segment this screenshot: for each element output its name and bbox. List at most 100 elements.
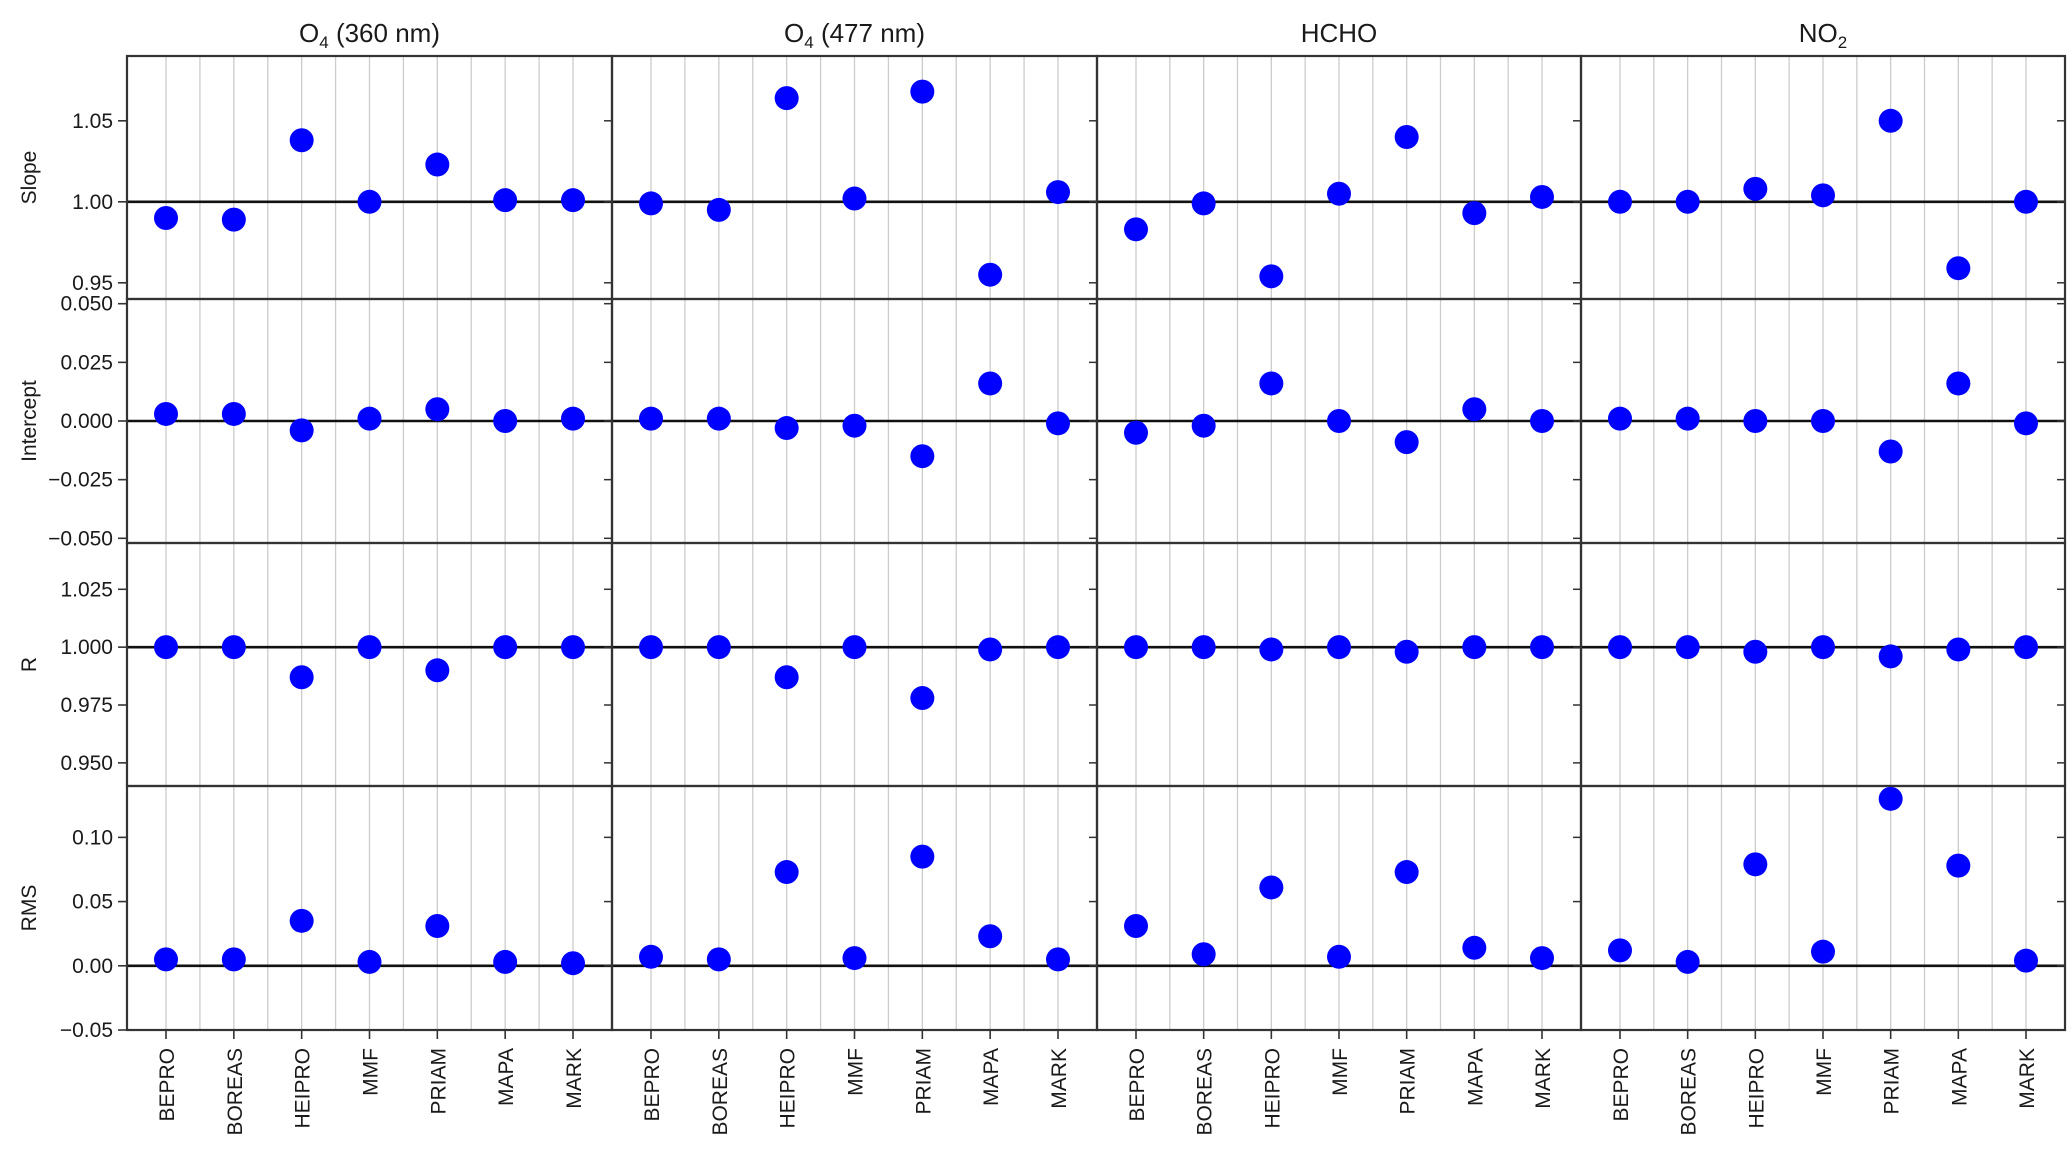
category-label-mark: MARK xyxy=(1048,1048,1071,1109)
category-label-boreas: BOREAS xyxy=(1678,1048,1701,1136)
category-label-bepro: BEPRO xyxy=(1610,1048,1633,1122)
data-point-intercept-heipro xyxy=(289,418,314,443)
category-label-mmf: MMF xyxy=(1329,1048,1352,1096)
y-tick-label: 0.950 xyxy=(60,752,113,775)
data-point-r-mmf xyxy=(357,635,382,660)
row-label-rms: RMS xyxy=(18,885,41,932)
data-point-intercept-bepro xyxy=(154,401,178,426)
y-tick-label: 0.975 xyxy=(60,694,113,717)
y-tick-label: −0.025 xyxy=(48,469,113,492)
data-point-rms-mark xyxy=(1530,946,1554,971)
y-tick-label: 1.025 xyxy=(60,578,113,601)
data-point-rms-heipro xyxy=(289,908,314,933)
category-label-boreas: BOREAS xyxy=(224,1048,247,1136)
data-point-r-boreas xyxy=(706,635,731,660)
data-point-slope-boreas xyxy=(221,207,246,232)
category-label-heipro: HEIPRO xyxy=(1261,1048,1284,1129)
data-point-r-boreas xyxy=(1191,635,1216,660)
data-point-slope-mmf xyxy=(842,186,867,211)
data-point-slope-bepro xyxy=(1124,217,1148,242)
tick-marks xyxy=(118,120,2065,1039)
data-point-slope-priam xyxy=(910,79,935,104)
category-label-boreas: BOREAS xyxy=(709,1048,732,1136)
data-point-r-bepro xyxy=(1608,635,1632,660)
data-point-intercept-mapa xyxy=(493,409,518,433)
data-point-intercept-mapa xyxy=(978,371,1003,396)
data-point-rms-boreas xyxy=(706,947,731,972)
y-tick-label: 0.00 xyxy=(72,955,113,978)
data-point-intercept-priam xyxy=(425,397,450,422)
data-point-rms-priam xyxy=(425,913,450,938)
data-point-r-mapa xyxy=(1462,635,1487,660)
y-tick-label: 0.000 xyxy=(60,410,113,433)
data-point-r-mark xyxy=(2014,635,2038,660)
data-point-r-mark xyxy=(1530,635,1554,660)
data-point-slope-priam xyxy=(1394,125,1419,149)
data-point-r-mark xyxy=(561,635,585,660)
data-point-slope-boreas xyxy=(706,197,731,222)
data-point-r-mmf xyxy=(1811,635,1835,660)
y-tick-label: 1.00 xyxy=(72,191,113,214)
data-point-slope-mark xyxy=(1530,184,1554,209)
data-point-intercept-boreas xyxy=(221,401,246,426)
category-label-mmf: MMF xyxy=(845,1048,868,1096)
data-point-r-mapa xyxy=(978,637,1003,662)
data-point-rms-heipro xyxy=(774,860,799,885)
y-tick-label: −0.050 xyxy=(48,527,113,550)
data-point-slope-mapa xyxy=(978,262,1003,287)
category-label-bepro: BEPRO xyxy=(1126,1048,1149,1122)
data-point-intercept-boreas xyxy=(1675,406,1700,431)
data-point-rms-priam xyxy=(1394,860,1419,885)
labels: 0.95 1.00 1.05 Slope −0.050 −0.025 0.000 0.025 0… xyxy=(18,18,2039,1136)
y-tick-label: 0.025 xyxy=(60,351,113,374)
data-point-r-mapa xyxy=(1946,637,1971,662)
data-point-rms-mmf xyxy=(1327,944,1351,969)
data-point-slope-mapa xyxy=(1946,256,1971,281)
column-title: O4 (477 nm) xyxy=(784,18,925,52)
data-point-r-priam xyxy=(910,686,935,711)
data-point-r-bepro xyxy=(639,635,663,660)
data-point-r-heipro xyxy=(1743,639,1768,664)
data-point-r-priam xyxy=(1878,644,1903,669)
data-point-rms-heipro xyxy=(1743,852,1768,877)
data-point-slope-heipro xyxy=(1259,264,1284,289)
data-point-rms-heipro xyxy=(1259,875,1284,900)
category-label-priam: PRIAM xyxy=(912,1048,935,1115)
data-point-intercept-mapa xyxy=(1946,371,1971,396)
data-point-r-priam xyxy=(1394,639,1419,664)
data-point-intercept-heipro xyxy=(774,416,799,441)
data-point-rms-mmf xyxy=(357,949,382,974)
data-point-rms-bepro xyxy=(154,947,178,972)
data-point-slope-bepro xyxy=(639,191,663,216)
data-point-intercept-bepro xyxy=(1608,406,1632,431)
data-point-r-mmf xyxy=(842,635,867,660)
data-point-rms-mapa xyxy=(978,924,1003,949)
column-title: NO2 xyxy=(1799,18,1847,52)
data-point-intercept-bepro xyxy=(1124,420,1148,445)
category-label-mark: MARK xyxy=(563,1048,586,1109)
subplot-frames xyxy=(125,54,2067,1032)
y-tick-label: 1.000 xyxy=(60,636,113,659)
data-point-rms-boreas xyxy=(1191,942,1216,967)
category-label-heipro: HEIPRO xyxy=(1745,1048,1768,1129)
category-label-mapa: MAPA xyxy=(1464,1048,1487,1106)
row-label-r: R xyxy=(18,657,41,672)
data-point-intercept-mmf xyxy=(357,406,382,431)
y-tick-label: 1.05 xyxy=(72,110,113,133)
y-tick-label: 0.95 xyxy=(72,272,113,295)
data-point-intercept-heipro xyxy=(1259,371,1284,396)
data-point-slope-mark xyxy=(2014,189,2038,214)
data-point-slope-mapa xyxy=(1462,201,1487,226)
data-point-rms-bepro xyxy=(639,944,663,969)
category-label-mark: MARK xyxy=(1532,1048,1555,1109)
data-point-intercept-mmf xyxy=(842,413,867,438)
data-point-slope-boreas xyxy=(1675,189,1700,214)
data-point-rms-mark xyxy=(561,951,585,976)
data-point-slope-mapa xyxy=(493,188,518,213)
category-label-priam: PRIAM xyxy=(1881,1048,1904,1115)
data-point-slope-heipro xyxy=(774,86,799,111)
data-point-intercept-mark xyxy=(1046,411,1070,436)
data-point-rms-mmf xyxy=(842,946,867,971)
data-point-slope-bepro xyxy=(1608,189,1632,214)
